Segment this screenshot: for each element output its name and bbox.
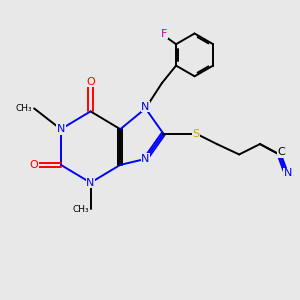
Text: N: N [141, 154, 150, 164]
Text: CH₃: CH₃ [16, 104, 33, 113]
Text: N: N [284, 168, 292, 178]
Text: O: O [30, 160, 38, 170]
Text: N: N [141, 102, 150, 112]
Text: S: S [193, 129, 200, 139]
Text: N: N [86, 178, 95, 188]
Text: F: F [161, 29, 167, 39]
Text: CH₃: CH₃ [72, 205, 89, 214]
Text: C: C [278, 147, 286, 157]
Text: N: N [57, 124, 65, 134]
Text: O: O [86, 76, 95, 87]
